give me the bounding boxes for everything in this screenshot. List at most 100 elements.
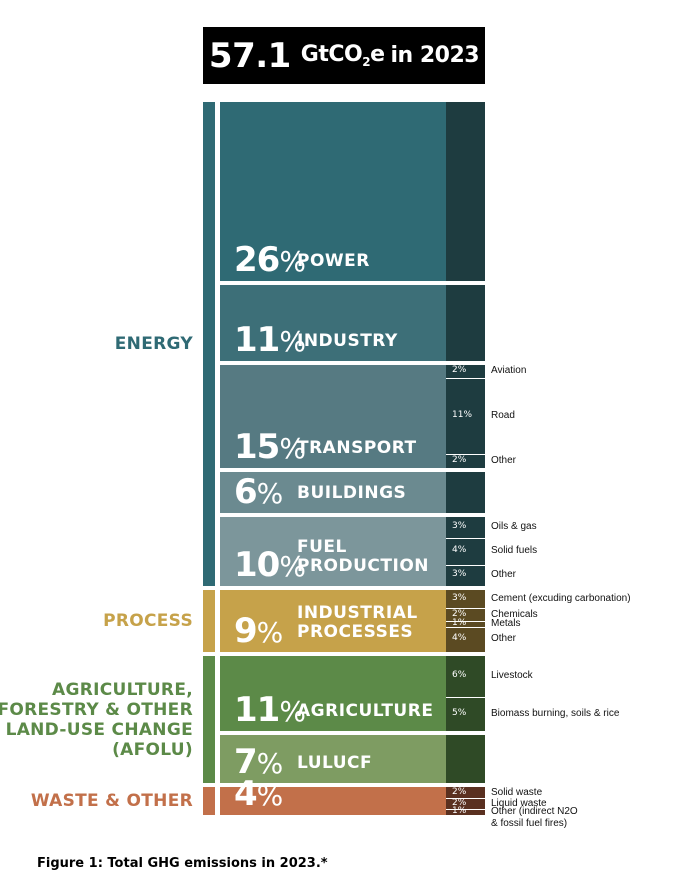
subsector-percent: 6%	[452, 670, 467, 681]
subsector-divider	[446, 620, 485, 622]
title-year: in 2023	[390, 43, 480, 68]
percent-sign: %	[279, 324, 306, 358]
subsector-divider	[446, 608, 485, 610]
subsector-divider	[446, 453, 485, 455]
subsector-label: Solid waste	[491, 786, 543, 798]
sector-block-fuel-production: 10% FUEL PRODUCTION	[220, 516, 446, 586]
percent-sign: %	[279, 695, 306, 729]
subsector-percent: 2%	[452, 365, 467, 376]
title-unit: GtCO2e	[301, 42, 385, 69]
percent-sign: %	[256, 615, 284, 649]
title-unit-sub: 2	[362, 55, 371, 69]
subsector-percent: 2%	[452, 454, 467, 465]
subsector-divider	[446, 537, 485, 539]
sector-percent: 26%	[234, 239, 306, 280]
sector-percent: 7%	[234, 742, 284, 783]
subsector-label: Aviation	[491, 365, 527, 377]
subsector-percent: 2%	[452, 786, 467, 797]
sector-percent: 15%	[234, 426, 306, 467]
percent-sign: %	[279, 549, 306, 583]
group-bar-process	[203, 589, 215, 652]
subsector-label: Road	[491, 410, 515, 422]
subsector-label: Other (indirect N2O & fossil fuel fires)	[491, 806, 578, 830]
title-unit-pre: GtCO	[300, 42, 363, 67]
sector-label: POWER	[297, 250, 370, 271]
subsector-label: Solid fuels	[491, 545, 538, 557]
subsector-label: Other	[491, 569, 517, 581]
sector-block-agriculture: 11% AGRICULTURE	[220, 655, 446, 732]
subsector-label: Oils & gas	[491, 521, 537, 533]
subsector-label: Other	[491, 633, 517, 645]
group-label: WASTE & OTHER	[30, 791, 193, 812]
subsector-divider	[446, 798, 485, 800]
group-bar-waste-other	[203, 787, 215, 815]
percent-sign: %	[279, 244, 306, 278]
subsector-label: Chemicals	[491, 608, 538, 620]
group-bar-afolu	[203, 655, 215, 784]
subsector-label: Other	[491, 454, 517, 466]
subsector-column	[446, 655, 485, 732]
sector-percent: 9%	[234, 614, 284, 650]
sector-block-power: 26% POWER	[220, 102, 446, 281]
sector-label: FUEL PRODUCTION	[297, 536, 429, 576]
subsector-label: Metals	[491, 617, 521, 629]
sector-block-industry: 11% INDUSTRY	[220, 284, 446, 361]
subsector-divider	[446, 809, 485, 811]
sector-percent-value: 4	[234, 774, 258, 814]
subsector-percent: 1%	[452, 806, 467, 817]
percent-sign: %	[256, 476, 284, 510]
subsector-label: Liquid waste	[491, 797, 547, 809]
group-bar-energy	[203, 102, 215, 586]
sector-block-buildings: 6% BUILDINGS	[220, 471, 446, 513]
sector-label: INDUSTRIAL PROCESSES	[297, 602, 418, 642]
subsector-percent: 5%	[452, 708, 467, 719]
title-unit-post: e	[370, 42, 385, 67]
subsector-divider	[446, 565, 485, 567]
subsector-percent: 3%	[452, 569, 467, 580]
title-value: 57.1	[208, 35, 291, 76]
sector-percent-value: 7	[234, 742, 258, 783]
sector-percent: 10%	[234, 548, 306, 584]
sector-percent-value: 11	[234, 690, 280, 731]
percent-sign: %	[256, 747, 284, 781]
subsector-label: Cement (excuding carbonation)	[491, 593, 631, 605]
subsector-percent: 2%	[452, 797, 467, 808]
sector-percent: 4%	[234, 774, 284, 814]
subsector-column	[446, 364, 485, 468]
subsector-column	[446, 735, 485, 784]
sector-block-lulucf: 7% LULUCF	[220, 735, 446, 784]
subsector-column	[446, 284, 485, 361]
subsector-divider	[446, 696, 485, 698]
subsector-divider	[446, 378, 485, 380]
percent-sign: %	[256, 779, 284, 812]
subsector-column	[446, 516, 485, 586]
subsector-divider	[446, 626, 485, 628]
sector-percent-value: 26	[234, 239, 280, 280]
sector-percent-value: 15	[234, 426, 280, 467]
subsector-percent: 4%	[452, 633, 467, 644]
sector-label: LULUCF	[297, 753, 373, 774]
subsector-percent: 1%	[452, 617, 467, 628]
subsector-percent: 3%	[452, 521, 467, 532]
subsector-percent: 11%	[452, 410, 473, 421]
subsector-percent: 2%	[452, 608, 467, 619]
sector-label: INDUSTRY	[297, 330, 398, 351]
sector-block-industrial-processes: 9% INDUSTRIAL PROCESSES	[220, 589, 446, 652]
subsector-column	[446, 102, 485, 281]
percent-sign: %	[279, 431, 306, 465]
sector-label: AGRICULTURE	[297, 701, 434, 722]
group-label: AGRICULTURE, FORESTRY & OTHER LAND-USE C…	[0, 679, 193, 760]
sector-percent: 11%	[234, 690, 306, 731]
subsector-label: Biomass burning, soils & rice	[491, 708, 620, 720]
sector-percent-value: 6	[234, 471, 258, 512]
group-label: PROCESS	[103, 610, 193, 631]
subsector-percent: 4%	[452, 545, 467, 556]
sector-block-waste: 4%	[220, 777, 446, 815]
sector-block-transport: 15% TRANSPORT	[220, 364, 446, 468]
figure-caption: Figure 1: Total GHG emissions in 2023.*	[37, 856, 328, 871]
subsector-percent: 3%	[452, 593, 467, 604]
sector-percent-value: 11	[234, 319, 280, 360]
sector-percent: 11%	[234, 319, 306, 360]
subsector-column	[446, 471, 485, 513]
group-label: ENERGY	[114, 333, 193, 354]
